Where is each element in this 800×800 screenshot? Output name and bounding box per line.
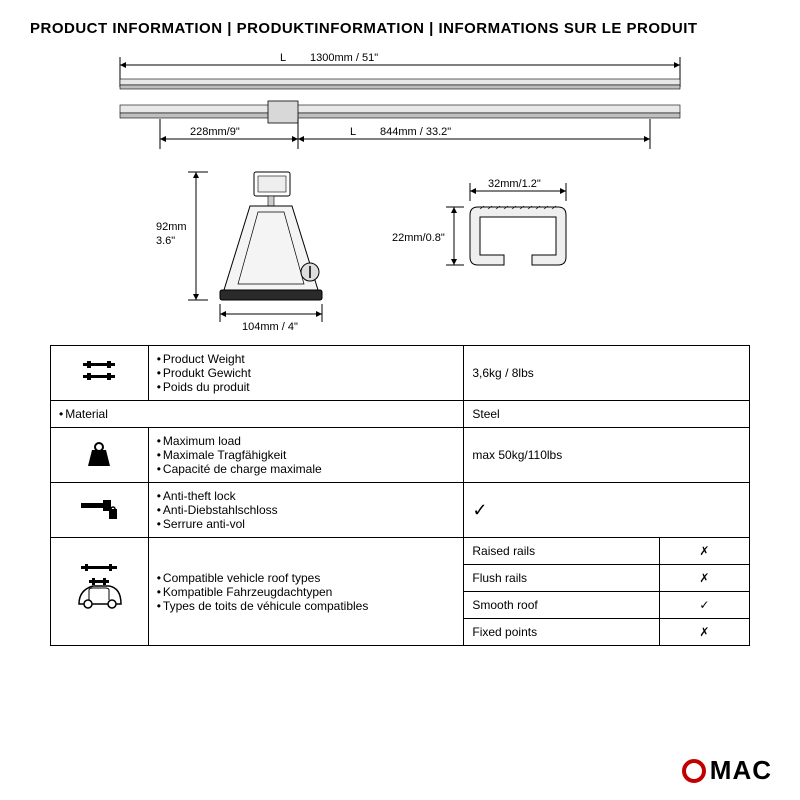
compat-item-name: Raised rails xyxy=(464,538,659,565)
dim-mid-L: L xyxy=(350,126,356,138)
maxload-labels: Maximum load Maximale Tragfähigkeit Capa… xyxy=(148,428,464,483)
dim-top-value: 1300mm / 51" xyxy=(310,52,378,64)
compat-item-name: Flush rails xyxy=(464,565,659,592)
dim-mid-value: 844mm / 33.2" xyxy=(380,126,451,138)
dim-top-L: L xyxy=(280,52,286,64)
table-row: Product Weight Produkt Gewicht Poids du … xyxy=(51,346,750,401)
maxload-value: max 50kg/110lbs xyxy=(464,428,750,483)
compat-item-name: Smooth roof xyxy=(464,592,659,619)
table-row: Anti-theft lock Anti-Diebstahlschloss Se… xyxy=(51,483,750,538)
compat-item-name: Fixed points xyxy=(464,619,659,646)
material-value: Steel xyxy=(464,401,750,428)
page-title: PRODUCT INFORMATION | PRODUKTINFORMATION… xyxy=(30,20,770,37)
dim-mid-left: 228mm/9" xyxy=(190,126,240,138)
dim-profile-w: 32mm/1.2" xyxy=(488,178,541,190)
logo-text: MAC xyxy=(710,755,772,786)
table-row: Material Steel xyxy=(51,401,750,428)
logo-ring-icon xyxy=(682,759,706,783)
compat-item-mark: ✗ xyxy=(659,538,749,565)
table-row: Maximum load Maximale Tragfähigkeit Capa… xyxy=(51,428,750,483)
compat-item-mark: ✓ xyxy=(659,592,749,619)
lock-value: ✓ xyxy=(464,483,750,538)
dim-foot-w: 104mm / 4" xyxy=(242,321,298,333)
bars-icon xyxy=(51,346,149,401)
weight-icon xyxy=(51,428,149,483)
compat-item-mark: ✗ xyxy=(659,565,749,592)
compat-item-mark: ✗ xyxy=(659,619,749,646)
technical-diagram: L 1300mm / 51" 228mm/9" L 844mm / 33.2" … xyxy=(30,47,770,337)
compat-labels: Compatible vehicle roof types Kompatible… xyxy=(148,538,464,646)
brand-logo: MAC xyxy=(682,755,772,786)
lock-icon xyxy=(51,483,149,538)
dim-foot-h-in: 3.6" xyxy=(156,235,175,247)
spec-table: Product Weight Produkt Gewicht Poids du … xyxy=(50,345,750,646)
lock-labels: Anti-theft lock Anti-Diebstahlschloss Se… xyxy=(148,483,464,538)
dim-profile-h: 22mm/0.8" xyxy=(392,232,445,244)
weight-value: 3,6kg / 8lbs xyxy=(464,346,750,401)
dim-foot-h-mm: 92mm xyxy=(156,221,187,233)
table-row: Compatible vehicle roof types Kompatible… xyxy=(51,538,750,565)
weight-labels: Product Weight Produkt Gewicht Poids du … xyxy=(148,346,464,401)
car-icon xyxy=(51,538,149,646)
material-label: Material xyxy=(51,401,464,428)
